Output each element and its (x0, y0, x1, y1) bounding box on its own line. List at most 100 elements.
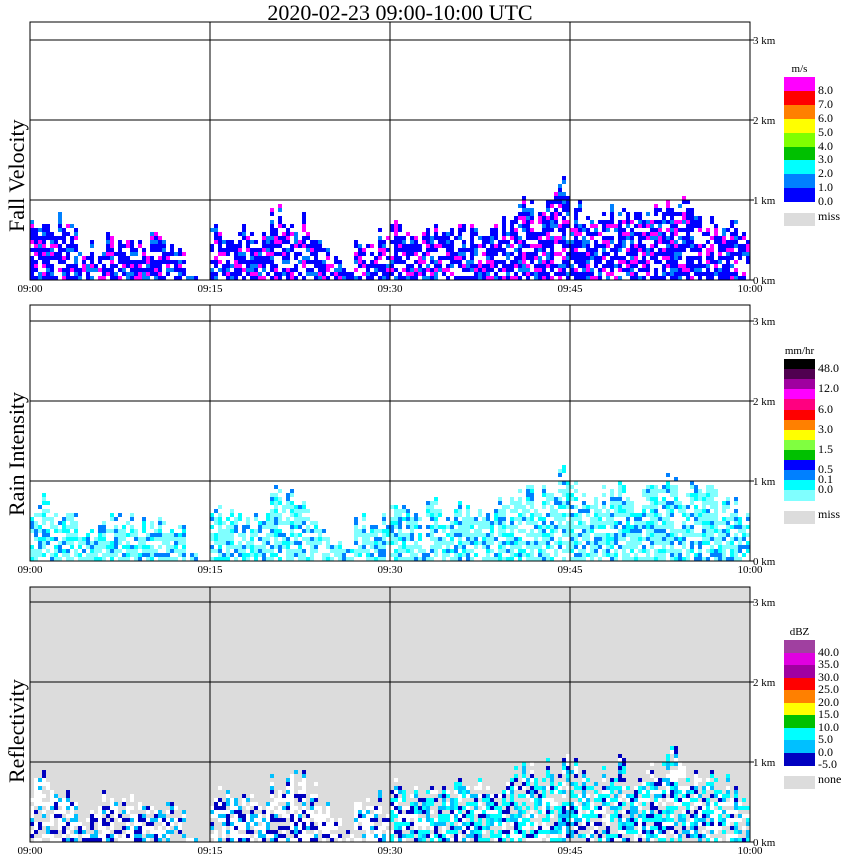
echo-cell (490, 537, 494, 541)
echo-cell (506, 818, 510, 822)
echo-cell (542, 224, 546, 228)
echo-cell (254, 545, 258, 549)
echo-cell (46, 248, 50, 252)
echo-cell (294, 264, 298, 268)
echo-cell (550, 830, 554, 834)
echo-cell (266, 541, 270, 545)
echo-cell (422, 272, 426, 276)
echo-cell (82, 256, 86, 260)
echo-cell (634, 252, 638, 256)
echo-cell (290, 501, 294, 505)
echo-cell (130, 244, 134, 248)
echo-cell (362, 822, 366, 826)
echo-cell (666, 541, 670, 545)
echo-cell (134, 834, 138, 838)
echo-cell (566, 493, 570, 497)
echo-cell (218, 268, 222, 272)
echo-cell (622, 232, 626, 236)
echo-cell (526, 557, 530, 561)
echo-cell (318, 537, 322, 541)
echo-cell (390, 802, 394, 806)
echo-cell (562, 204, 566, 208)
echo-cell (494, 244, 498, 248)
echo-cell (678, 766, 682, 770)
echo-cell (290, 521, 294, 525)
echo-cell (526, 236, 530, 240)
echo-cell (130, 818, 134, 822)
echo-cell (250, 272, 254, 276)
echo-cell (646, 529, 650, 533)
echo-cell (406, 822, 410, 826)
echo-cell (538, 244, 542, 248)
echo-cell (494, 810, 498, 814)
echo-cell (394, 822, 398, 826)
echo-cell (546, 525, 550, 529)
echo-cell (566, 485, 570, 489)
echo-cell (554, 272, 558, 276)
echo-cell (494, 553, 498, 557)
echo-cell (58, 212, 62, 216)
echo-cell (166, 834, 170, 838)
echo-cell (286, 493, 290, 497)
echo-cell (46, 228, 50, 232)
echo-cell (546, 232, 550, 236)
echo-cell (318, 268, 322, 272)
echo-cell (638, 248, 642, 252)
echo-cell (710, 505, 714, 509)
echo-cell (634, 790, 638, 794)
echo-cell (530, 557, 534, 561)
echo-cell (614, 521, 618, 525)
echo-cell (234, 260, 238, 264)
echo-cell (398, 248, 402, 252)
echo-cell (62, 798, 66, 802)
echo-cell (690, 481, 694, 485)
echo-cell (578, 521, 582, 525)
echo-cell (486, 541, 490, 545)
echo-cell (414, 790, 418, 794)
echo-cell (298, 260, 302, 264)
echo-cell (354, 252, 358, 256)
echo-cell (542, 216, 546, 220)
echo-cell (98, 557, 102, 561)
echo-cell (130, 794, 134, 798)
echo-cell (34, 786, 38, 790)
echo-cell (602, 798, 606, 802)
echo-cell (622, 786, 626, 790)
echo-cell (238, 513, 242, 517)
echo-cell (510, 541, 514, 545)
echo-cell (134, 814, 138, 818)
echo-cell (386, 814, 390, 818)
echo-cell (554, 501, 558, 505)
echo-cell (282, 814, 286, 818)
echo-cell (270, 493, 274, 497)
echo-cell (562, 770, 566, 774)
echo-cell (674, 802, 678, 806)
echo-cell (302, 505, 306, 509)
echo-cell (318, 240, 322, 244)
echo-cell (78, 545, 82, 549)
echo-cell (482, 830, 486, 834)
echo-cell (502, 264, 506, 268)
echo-cell (490, 244, 494, 248)
echo-cell (654, 204, 658, 208)
echo-cell (570, 537, 574, 541)
echo-cell (566, 754, 570, 758)
echo-cell (698, 272, 702, 276)
echo-cell (258, 252, 262, 256)
echo-cell (546, 220, 550, 224)
echo-cell (98, 541, 102, 545)
echo-cell (410, 248, 414, 252)
echo-cell (222, 806, 226, 810)
echo-cell (558, 782, 562, 786)
echo-cell (590, 248, 594, 252)
echo-cell (578, 256, 582, 260)
echo-cell (294, 256, 298, 260)
echo-cell (366, 276, 370, 280)
echo-cell (510, 525, 514, 529)
echo-cell (542, 537, 546, 541)
echo-cell (542, 489, 546, 493)
echo-cell (230, 513, 234, 517)
echo-cell (210, 533, 214, 537)
echo-cell (718, 549, 722, 553)
echo-cell (610, 489, 614, 493)
